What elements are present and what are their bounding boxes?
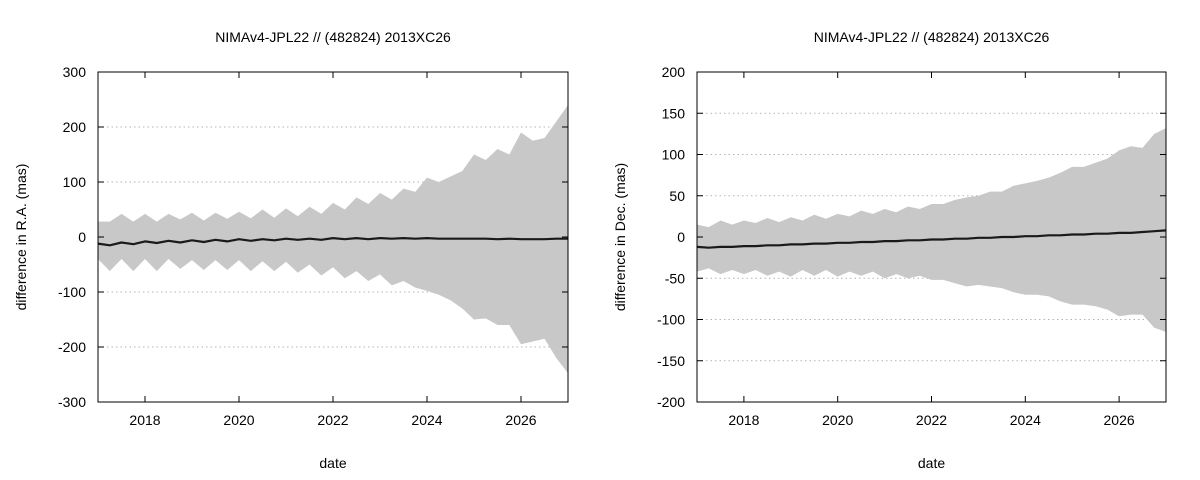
y-tick-label: 100 [63,174,87,190]
x-tick-label: 2018 [728,412,759,428]
y-axis-label: difference in R.A. (mas) [13,164,29,311]
y-tick-label: -100 [657,312,685,328]
y-tick-label: -200 [657,394,685,410]
x-tick-label: 2024 [1010,412,1041,428]
ra-panel: -300 -200 -100 0 100 200 300 2018 2020 2022 2024 20… [13,29,569,471]
y-tick-label: 300 [63,64,87,80]
chart-title: NIMAv4-JPL22 // (482824) 2013XC26 [215,29,451,45]
x-tick-label: 2022 [317,412,348,428]
difference-line [97,237,568,247]
x-axis-label: date [319,455,346,471]
chart-title: NIMAv4-JPL22 // (482824) 2013XC26 [814,29,1050,45]
x-tick-label: 2018 [129,412,160,428]
y-tick-label: 200 [662,64,686,80]
y-tick-label: 0 [677,229,685,245]
y-tick-label: 0 [78,229,86,245]
y-tick-label: 100 [662,147,686,163]
y-tick-label: 200 [63,119,87,135]
x-tick-label: 2026 [505,412,536,428]
x-tick-label: 2026 [1104,412,1135,428]
x-tick-label: 2024 [411,412,442,428]
x-axis-label: date [918,455,945,471]
difference-line [696,229,1167,249]
y-tick-label: -200 [58,339,86,355]
y-tick-label: -100 [58,284,86,300]
y-tick-label: 50 [669,188,685,204]
y-tick-label: -50 [665,270,685,286]
y-tick-label: -150 [657,353,685,369]
x-tick-label: 2020 [223,412,254,428]
dec-panel: -200 -150 -100 -50 0 50 100 150 200 2018 2020 2022 2… [612,29,1167,471]
uncertainty-band [697,128,1166,332]
y-axis-label: difference in Dec. (mas) [612,163,628,311]
x-tick-label: 2022 [916,412,947,428]
x-tick-label: 2020 [822,412,853,428]
y-tick-label: 150 [662,105,686,121]
y-tick-label: -300 [58,394,86,410]
